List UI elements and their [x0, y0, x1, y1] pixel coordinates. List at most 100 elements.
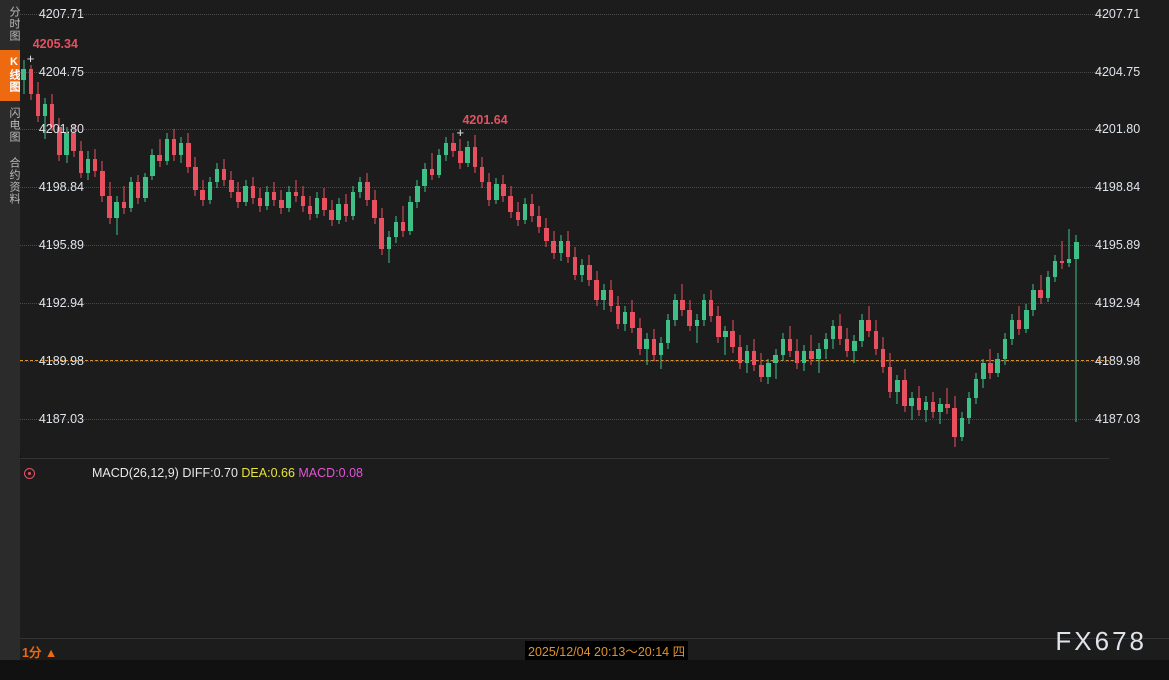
candle [723, 0, 728, 455]
candle-body [343, 203, 349, 216]
candle-wick [431, 152, 433, 181]
candle [644, 0, 649, 455]
candle-body [150, 154, 155, 177]
candle-body [1059, 260, 1065, 263]
candle [472, 0, 477, 455]
extreme-marker: + [456, 125, 465, 141]
candle-body [694, 319, 700, 326]
price-annotation: 4205.34 [32, 36, 78, 51]
price-annotation: 4201.64 [462, 113, 508, 128]
candle [794, 0, 800, 455]
candle [816, 0, 821, 455]
candle-body [809, 351, 814, 359]
candle [630, 0, 635, 455]
price-axis-label-right: 4207.71 [1095, 6, 1141, 21]
candle-body [1045, 276, 1050, 299]
macd-diff-label: DIFF:0.70 [182, 466, 238, 480]
candle [150, 0, 155, 455]
candle-body [723, 331, 728, 338]
sidebar-item-lightning[interactable]: 闪电图 [8, 107, 20, 143]
price-axis-label-left: 4192.94 [38, 296, 84, 311]
candle [21, 0, 26, 455]
period-toggle[interactable]: 1分 ▲ [22, 646, 58, 660]
candle-body [759, 364, 764, 377]
candle [1059, 0, 1065, 455]
candle [264, 0, 270, 455]
candle-body [773, 354, 778, 363]
candle [372, 0, 377, 455]
candle-body [157, 154, 162, 161]
candle [708, 0, 714, 455]
watermark: FX678 [1055, 626, 1147, 656]
candle [873, 0, 879, 455]
macd-record-icon[interactable] [24, 468, 35, 479]
candle [479, 0, 485, 455]
candle [952, 0, 957, 455]
candle [71, 0, 76, 455]
sidebar-item-contract-info[interactable]: 合约资料 [8, 157, 20, 205]
candle [522, 0, 528, 455]
sidebar-item-timeshare[interactable]: 分时图 [8, 6, 20, 42]
candle-wick [646, 333, 648, 365]
candlestick-chart[interactable]: +4205.34 +4201.64 [20, 0, 1109, 455]
candle-body [128, 182, 134, 208]
candle-body [551, 241, 556, 253]
candle [307, 0, 313, 455]
candle [909, 0, 914, 455]
candle [35, 0, 41, 455]
candle-body [716, 315, 721, 338]
candle-wick [295, 180, 297, 202]
candle [221, 0, 227, 455]
candle-body [178, 143, 184, 155]
sidebar-item-kline[interactable]: K线图 [0, 50, 20, 101]
candle-body [737, 347, 742, 363]
candle [57, 0, 62, 455]
candle-body [522, 203, 528, 220]
candle-body [300, 196, 306, 206]
candle-body [608, 290, 614, 306]
candle-body [680, 300, 685, 310]
price-axis-label-right: 4192.94 [1095, 296, 1141, 311]
candle-body [501, 184, 506, 197]
candle [272, 0, 277, 455]
candle-body [859, 319, 864, 342]
candle [171, 0, 177, 455]
candle [895, 0, 900, 455]
candle-wick [123, 186, 125, 214]
candle [529, 0, 535, 455]
candle-body [580, 264, 585, 275]
candle-body [658, 343, 664, 355]
candle-body [200, 190, 205, 201]
candle-body [1052, 260, 1058, 277]
candle [336, 0, 341, 455]
candle-body [458, 151, 463, 163]
candle [959, 0, 965, 455]
price-axis-label-right: 4201.80 [1095, 122, 1141, 137]
candle-body [981, 362, 986, 379]
candle [250, 0, 255, 455]
candle-body [1016, 319, 1022, 330]
candle [887, 0, 893, 455]
candle [673, 0, 678, 455]
macd-chart[interactable] [20, 458, 1109, 639]
candle-body [400, 221, 406, 232]
candle-body [107, 196, 112, 218]
candle-body [186, 143, 191, 167]
macd-dea-label: DEA:0.66 [241, 466, 295, 480]
candle-body [508, 196, 513, 212]
candle-wick [724, 325, 726, 355]
price-axis-label-right: 4198.84 [1095, 180, 1141, 195]
candle-body [250, 186, 255, 199]
candle [458, 0, 463, 455]
candle [572, 0, 578, 455]
candle-body [57, 127, 62, 155]
candle-wick [946, 388, 948, 414]
candle-body [64, 133, 69, 155]
candle [357, 0, 363, 455]
candle-wick [696, 313, 698, 344]
gridline [20, 13, 1109, 15]
candle-body [837, 325, 843, 340]
candle-body [229, 180, 234, 193]
left-sidebar: 分时图 K线图 闪电图 合约资料 [0, 0, 21, 660]
